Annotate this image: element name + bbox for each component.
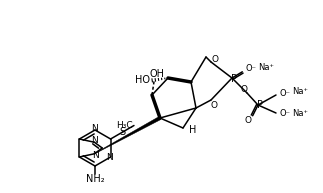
- Text: O⁻: O⁻: [245, 64, 256, 73]
- Polygon shape: [94, 116, 161, 154]
- Text: O⁻: O⁻: [279, 89, 290, 97]
- Text: Na⁺: Na⁺: [258, 63, 274, 72]
- Text: O: O: [212, 54, 218, 63]
- Text: N: N: [106, 153, 113, 163]
- Text: H₃C: H₃C: [116, 121, 133, 130]
- Text: O: O: [241, 85, 247, 93]
- Text: Na⁺: Na⁺: [292, 108, 308, 118]
- Text: OH: OH: [150, 69, 165, 79]
- Text: O⁻: O⁻: [279, 109, 290, 119]
- Text: N: N: [91, 136, 98, 145]
- Text: P: P: [231, 74, 237, 84]
- Text: O: O: [244, 116, 251, 125]
- Text: HO: HO: [135, 75, 150, 85]
- Text: S: S: [120, 127, 126, 137]
- Text: Na⁺: Na⁺: [292, 87, 308, 96]
- Text: O: O: [211, 101, 217, 109]
- Text: N: N: [92, 124, 99, 133]
- Text: NH₂: NH₂: [86, 174, 104, 184]
- Text: H: H: [189, 125, 197, 135]
- Text: P: P: [257, 100, 263, 110]
- Text: N: N: [92, 151, 99, 160]
